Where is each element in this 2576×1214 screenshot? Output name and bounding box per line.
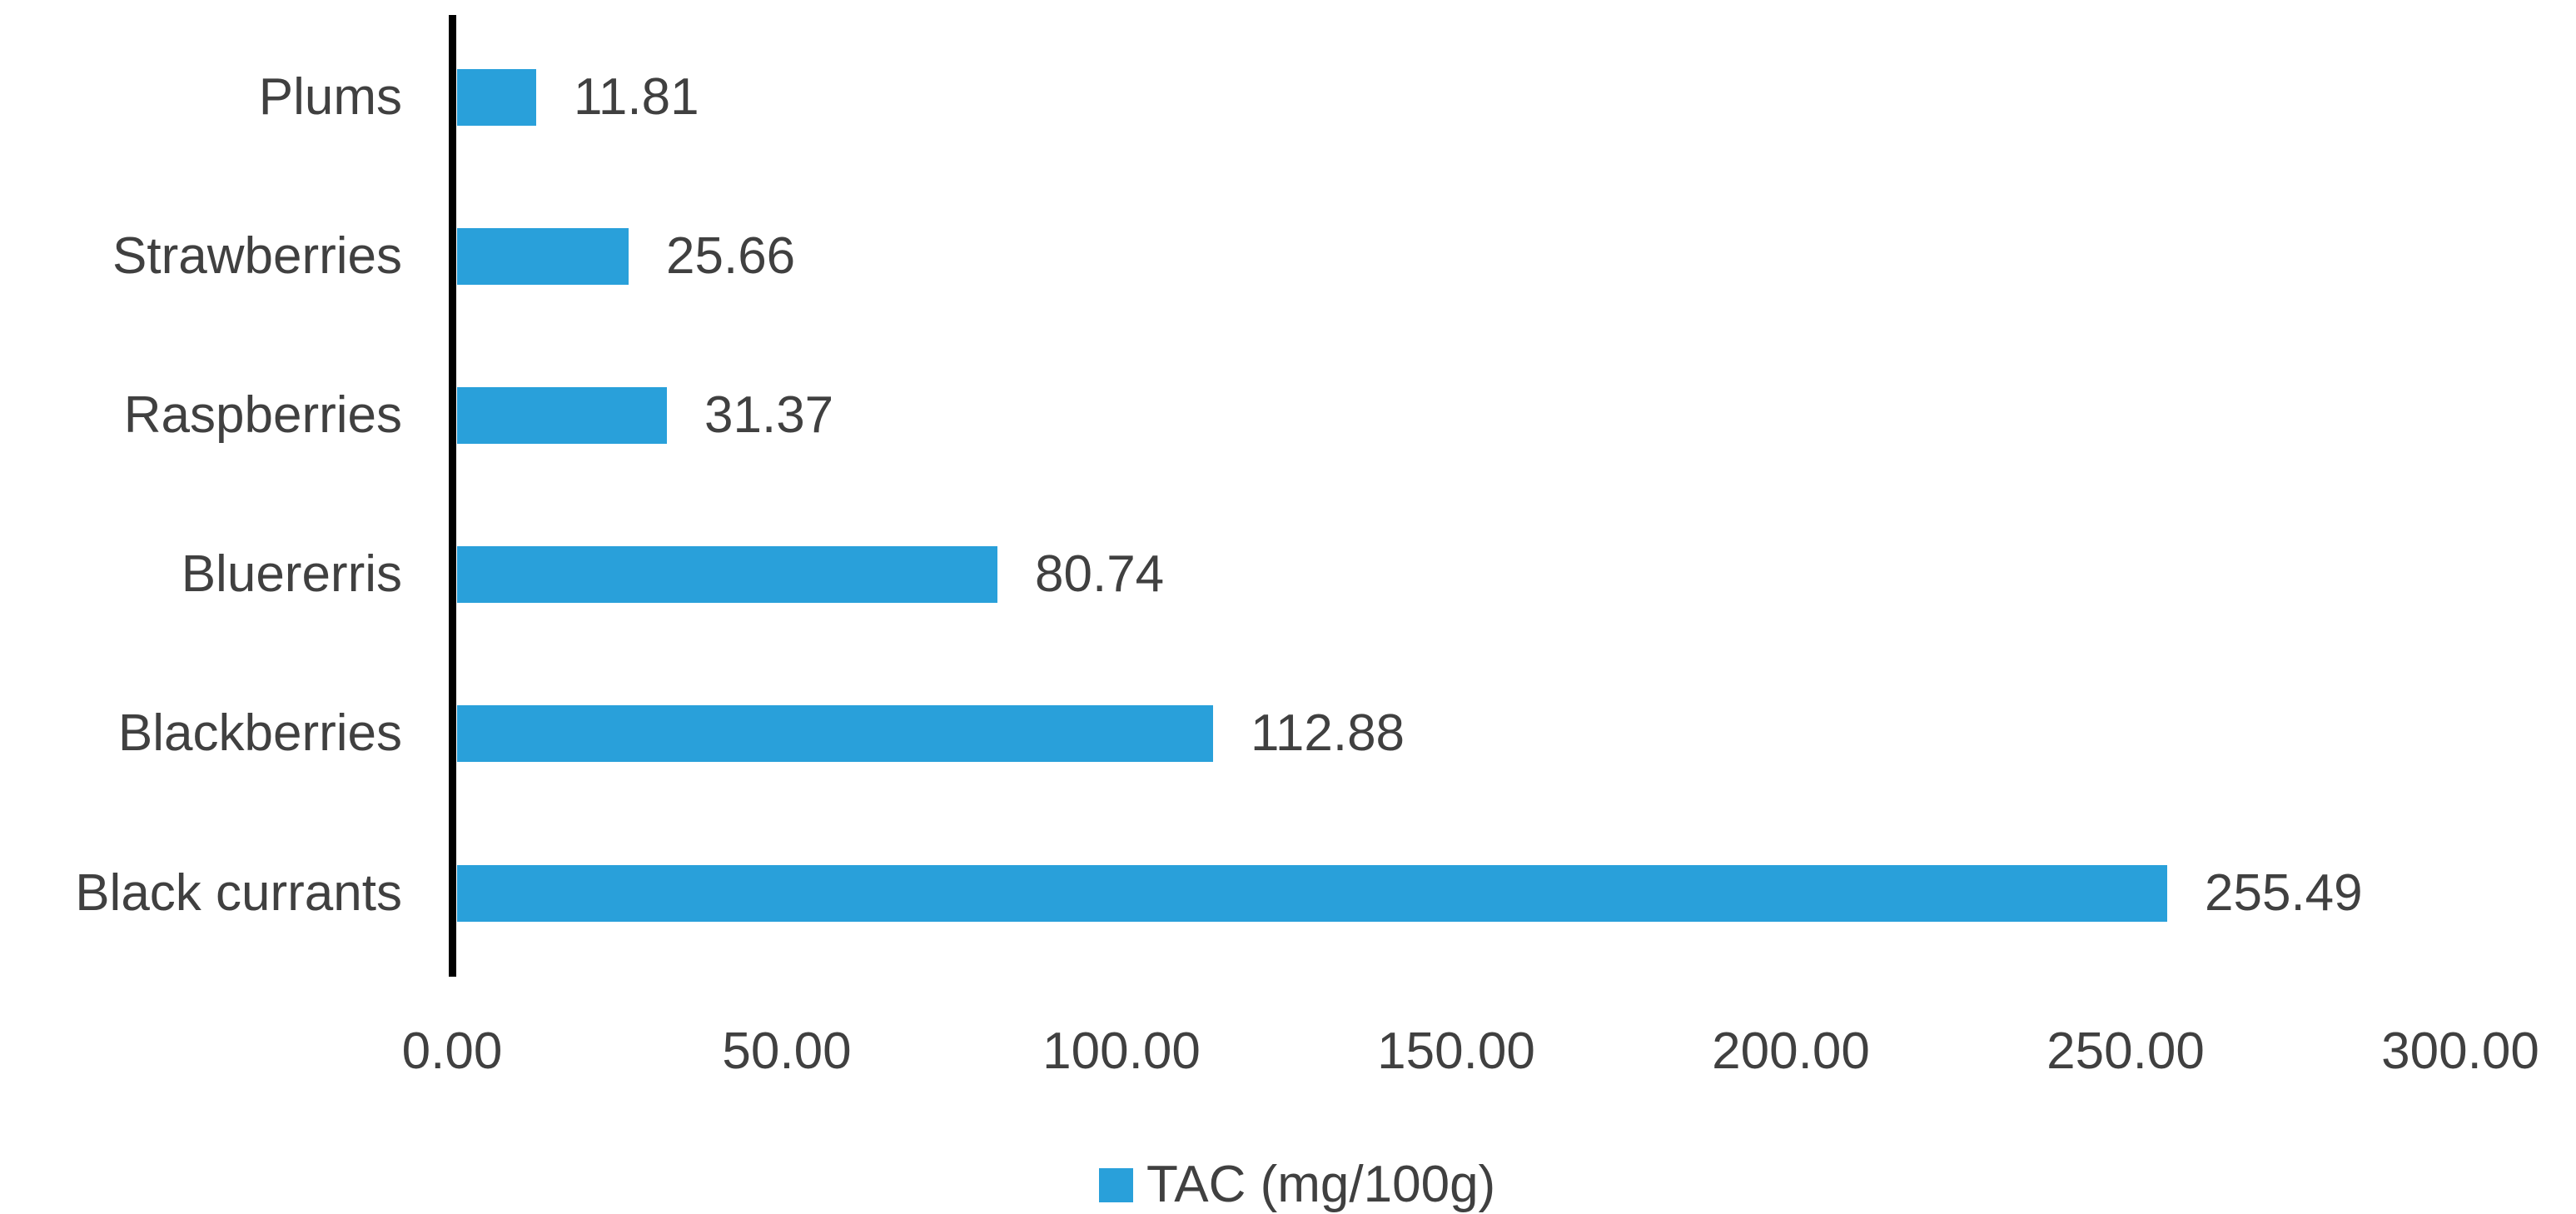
category-label: Strawberries [112,226,402,285]
category-label: Raspberries [123,386,402,444]
axis-tick-label: 150.00 [1377,1022,1535,1080]
bar [457,865,2167,922]
category-axis-line [449,15,456,977]
category-label: Bluererris [181,545,402,604]
axis-tick-label: 0.00 [401,1022,503,1080]
bar [457,705,1213,762]
bar [457,69,536,126]
axis-tick-label: 50.00 [722,1022,852,1080]
value-label: 11.81 [574,67,699,126]
bar [457,387,667,444]
category-label: Plums [258,67,402,126]
axis-tick-label: 300.00 [2381,1022,2539,1080]
legend: TAC (mg/100g) [1099,1159,1495,1211]
legend-label: TAC (mg/100g) [1146,1156,1496,1213]
bar [457,228,629,285]
legend-swatch [1099,1167,1133,1202]
value-label: 80.74 [1035,545,1165,604]
value-label: 25.66 [666,226,796,285]
axis-tick-label: 250.00 [2046,1022,2205,1080]
value-label: 112.88 [1251,704,1405,763]
value-label: 255.49 [2205,863,2363,922]
category-label: Black currants [75,863,402,922]
axis-tick-label: 100.00 [1042,1022,1201,1080]
category-label: Blackberries [117,704,402,763]
axis-tick-label: 200.00 [1712,1022,1870,1080]
bar [457,546,997,603]
value-label: 31.37 [704,386,834,444]
